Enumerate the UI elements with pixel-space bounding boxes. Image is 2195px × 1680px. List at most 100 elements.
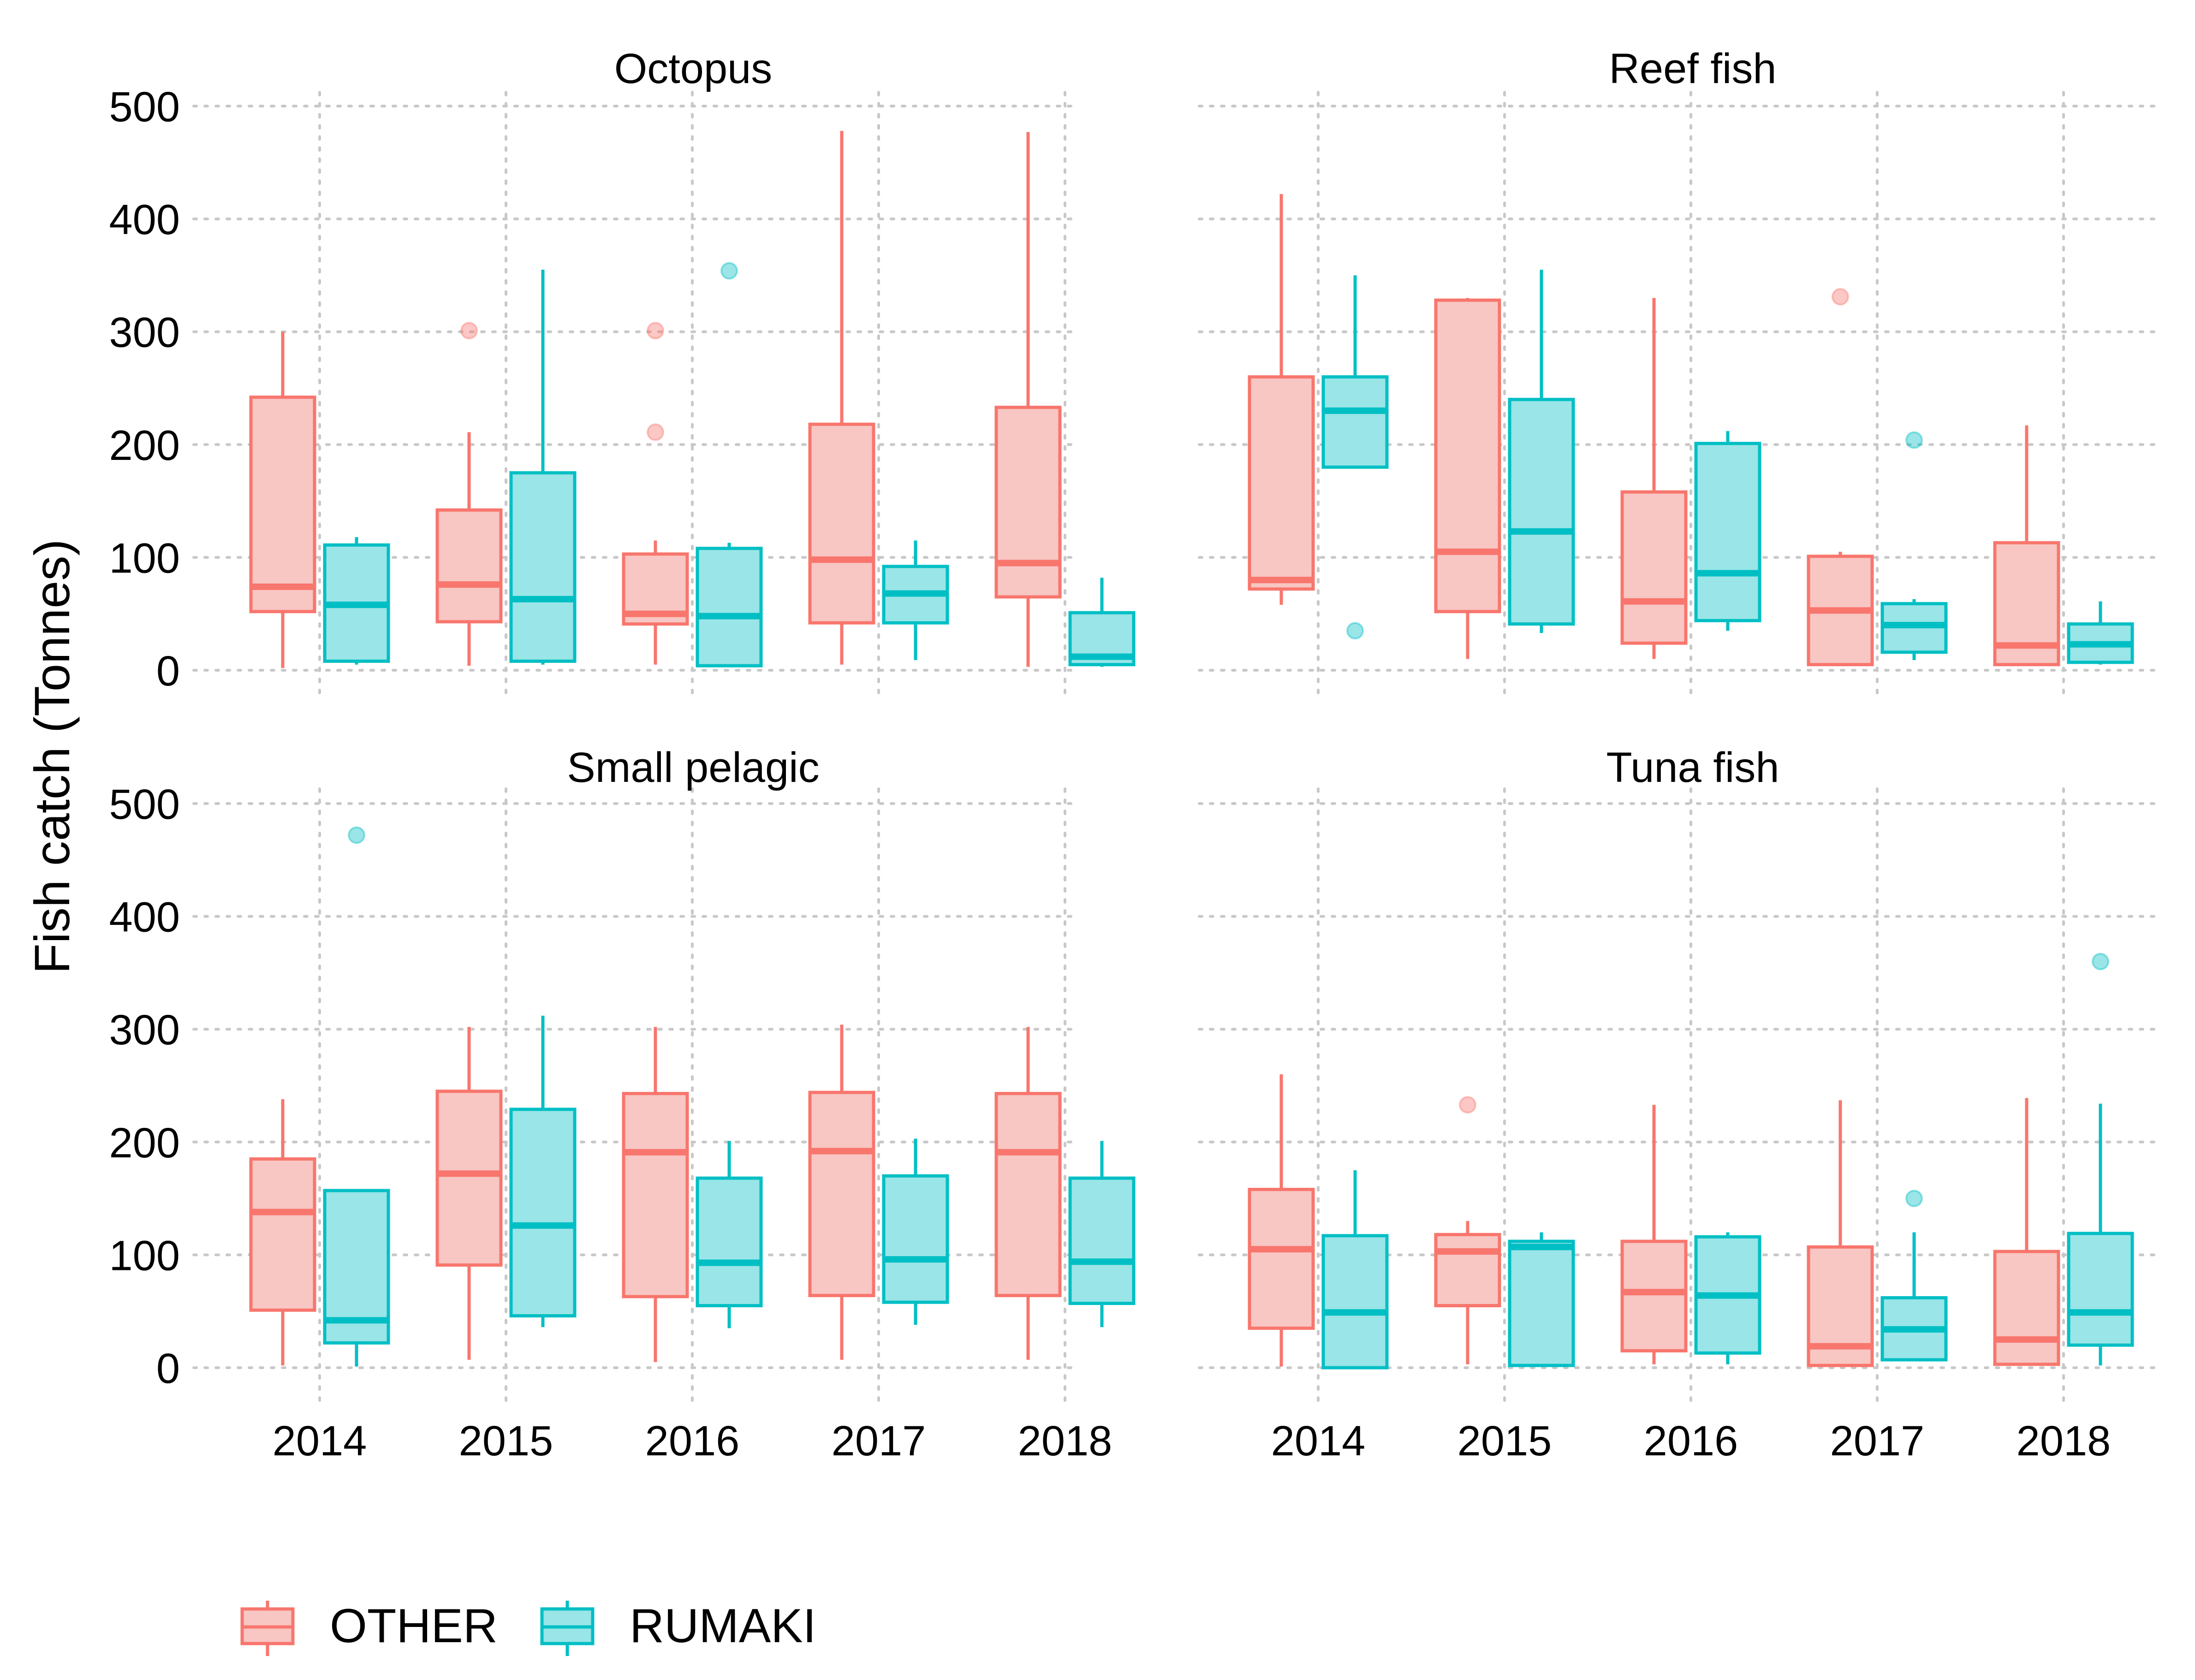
box-rumaki-2016 <box>1694 431 1761 631</box>
box <box>249 395 316 614</box>
panel-reef-fish: Reef fish <box>1198 45 2160 703</box>
box-other-2015 <box>1434 298 1501 659</box>
box-other-2015 <box>1434 1096 1501 1364</box>
box-other-2014 <box>1248 194 1315 605</box>
panel-title: Small pelagic <box>567 744 819 791</box>
box <box>1321 375 1389 469</box>
x-tick-label: 2015 <box>1457 1418 1552 1465</box>
box-rumaki-2018 <box>2067 953 2134 1366</box>
box-other-2018 <box>1993 425 2060 667</box>
box-rumaki-2016 <box>696 1141 763 1329</box>
box <box>1248 1188 1315 1330</box>
outlier-point <box>1832 288 1849 306</box>
outlier-point <box>1346 622 1364 640</box>
box <box>1694 441 1761 622</box>
y-tick-label: 0 <box>156 1345 180 1392</box>
box-rumaki-2014 <box>323 826 390 1367</box>
y-tick-label: 500 <box>109 83 180 131</box>
box-other-2014 <box>1248 1074 1315 1367</box>
box-rumaki-2018 <box>1068 578 1136 667</box>
box-rumaki-2014 <box>1321 275 1389 640</box>
box-other-2017 <box>1807 1100 1874 1367</box>
box-rumaki-2015 <box>509 269 577 665</box>
y-tick-label: 400 <box>109 894 180 941</box>
panel-tuna-fish: Tuna fish 2014 2015 2016 2017 2018 <box>1198 744 2160 1465</box>
box-rumaki-2015 <box>509 1015 577 1327</box>
x-tick-label: 2018 <box>2017 1418 2111 1465</box>
box <box>1508 398 1575 626</box>
box-rumaki-2015 <box>1508 1232 1575 1367</box>
x-tick-label: 2018 <box>1018 1418 1112 1465</box>
outlier-point <box>1459 1096 1476 1114</box>
box-rumaki-2017 <box>882 540 949 660</box>
x-tick-label: 2016 <box>645 1418 740 1465</box>
box-rumaki-2015 <box>1508 269 1575 633</box>
x-tick-label: 2015 <box>459 1418 553 1465</box>
legend-label: OTHER <box>330 1599 498 1653</box>
box <box>1620 490 1688 645</box>
panel-octopus: Octopus 0 100 200 300 400 500 <box>109 45 1136 703</box>
box <box>994 1092 1062 1297</box>
box <box>1321 1234 1389 1370</box>
y-tick-label: 500 <box>109 781 180 828</box>
box-other-2016 <box>622 322 689 665</box>
box-other-2017 <box>808 1025 875 1360</box>
x-tick-label: 2014 <box>1271 1418 1366 1465</box>
box-other-2018 <box>994 132 1062 667</box>
box-other-2014 <box>249 1099 316 1366</box>
box-other-2015 <box>435 1027 503 1360</box>
box <box>509 471 577 663</box>
box <box>509 1108 577 1317</box>
box-other-2018 <box>1993 1098 2060 1366</box>
x-tick-label: 2016 <box>1644 1418 1738 1465</box>
panel-title: Octopus <box>614 45 773 92</box>
x-tick-label: 2017 <box>832 1418 926 1465</box>
y-tick-label: 0 <box>156 648 180 695</box>
box <box>2067 1232 2134 1347</box>
box <box>1993 1250 2060 1366</box>
y-tick-label: 300 <box>109 1007 180 1054</box>
box <box>696 547 763 667</box>
y-tick-label: 200 <box>109 422 180 469</box>
legend-label: RUMAKI <box>630 1599 816 1653</box>
box-rumaki-2017 <box>1880 1190 1948 1362</box>
outlier-point <box>647 423 664 441</box>
outlier-point <box>460 322 478 340</box>
box-rumaki-2018 <box>2067 601 2134 665</box>
box-other-2015 <box>435 322 503 666</box>
box-rumaki-2014 <box>1321 1170 1389 1370</box>
box <box>882 1174 949 1304</box>
box <box>249 1157 316 1312</box>
outlier-point <box>2092 953 2109 971</box>
box-rumaki-2014 <box>323 537 390 665</box>
chart-panels: Octopus 0 100 200 300 400 500 Reef fish Small pe… <box>109 45 2160 1465</box>
x-tick-label: 2017 <box>1830 1418 1925 1465</box>
box-rumaki-2016 <box>1694 1232 1761 1364</box>
y-tick-label: 100 <box>109 535 180 582</box>
box-rumaki-2017 <box>882 1138 949 1325</box>
panel-small-pelagic: Small pelagic 0 100 200 300 400 500 2014 2015 201… <box>109 744 1136 1465</box>
box-other-2016 <box>1620 1105 1688 1364</box>
box <box>1434 298 1501 614</box>
box-other-2018 <box>994 1027 1062 1360</box>
y-tick-label: 100 <box>109 1232 180 1279</box>
box-rumaki-2017 <box>1880 431 1948 660</box>
box <box>1434 1233 1501 1307</box>
y-tick-label: 200 <box>109 1120 180 1167</box>
box <box>1068 1176 1136 1305</box>
outlier-point <box>720 262 738 280</box>
outlier-point <box>1905 431 1923 449</box>
box <box>435 508 503 624</box>
outlier-point <box>348 826 365 844</box>
legend-key-rumaki: RUMAKI <box>540 1599 816 1656</box>
box-rumaki-2018 <box>1068 1141 1136 1327</box>
x-tick-label: 2014 <box>273 1418 367 1465</box>
panel-title: Tuna fish <box>1606 744 1779 791</box>
y-tick-label: 300 <box>109 309 180 356</box>
box-other-2016 <box>622 1027 689 1362</box>
box <box>622 1092 689 1299</box>
box-other-2016 <box>1620 298 1688 659</box>
y-axis-title-group: Fish catch (Tonnes) <box>24 539 80 974</box>
box-other-2017 <box>808 131 875 665</box>
